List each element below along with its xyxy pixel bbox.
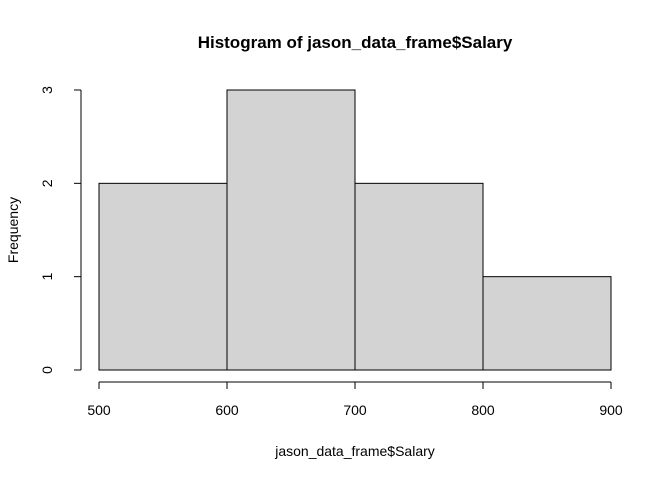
x-tick-label: 500 bbox=[87, 402, 111, 418]
y-axis: 0 1 2 3 bbox=[39, 86, 82, 374]
x-tick-label: 900 bbox=[599, 402, 623, 418]
histogram-bar bbox=[98, 182, 228, 371]
y-tick-label: 0 bbox=[39, 366, 55, 374]
histogram-bars bbox=[98, 89, 612, 371]
x-axis-label: jason_data_frame$Salary bbox=[274, 443, 435, 459]
x-tick-label: 800 bbox=[471, 402, 495, 418]
y-tick-label: 2 bbox=[39, 179, 55, 187]
chart-title: Histogram of jason_data_frame$Salary bbox=[198, 33, 513, 52]
y-tick-label: 3 bbox=[39, 86, 55, 94]
histogram-bar bbox=[482, 276, 612, 371]
y-axis-label: Frequency bbox=[5, 197, 21, 263]
x-axis: 500 600 700 800 900 bbox=[87, 381, 623, 418]
x-tick-label: 600 bbox=[215, 402, 239, 418]
histogram-bar bbox=[226, 89, 356, 371]
histogram-bar bbox=[354, 182, 484, 371]
x-tick-label: 700 bbox=[343, 402, 367, 418]
y-tick-label: 1 bbox=[39, 273, 55, 281]
